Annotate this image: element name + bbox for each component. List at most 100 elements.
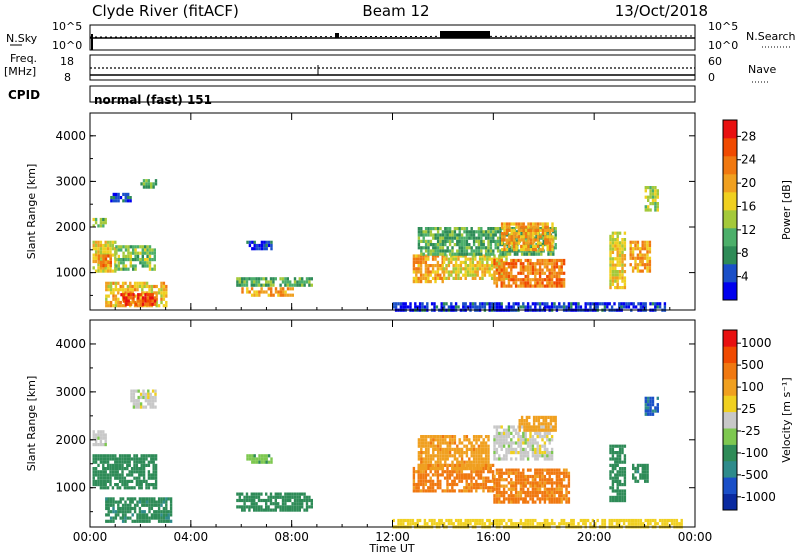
velocity-cell-3 [135,399,138,403]
power-cell-13 [541,278,544,282]
power-cell-14 [523,252,526,256]
velocity-cell-0 [99,460,103,464]
power-cell-11 [415,280,418,284]
velocity-cell-7 [548,494,551,498]
velocity-cell-4 [267,505,270,509]
power-cell-17 [609,238,612,242]
power-cell-14 [444,233,447,237]
power-cell-13 [536,281,539,285]
velocity-cell-14 [656,396,659,400]
power-cell-14 [470,230,473,234]
velocity-cell-9 [510,431,513,435]
velocity-cell-12 [614,463,617,467]
velocity-cell-6 [417,470,420,474]
velocity-cell-1 [157,519,161,523]
velocity-cell-4 [267,498,270,503]
power-cell-18 [636,240,640,244]
velocity-cell-1 [165,510,168,514]
power-cell-2 [115,245,118,249]
power-cell-15 [524,248,528,252]
velocity-cell-0 [133,467,136,471]
velocity-cell-0 [97,470,100,474]
velocity-cell-3 [135,402,138,406]
velocity-cell-11 [474,522,477,526]
velocity-cell-4 [301,498,304,503]
velocity-cell-6 [448,470,452,474]
power-cell-14 [422,233,425,237]
power-cell-13 [543,271,547,275]
power-cell-15 [524,235,528,239]
velocity-cell-1 [124,500,127,504]
velocity-cell-8 [482,441,485,445]
velocity-cell-2 [102,430,105,434]
power-cell-18 [631,256,635,260]
velocity-cell-7 [548,481,551,485]
power-cell-12 [464,267,467,271]
power-cell-14 [420,230,423,234]
power-cell-0 [102,266,105,270]
power-cell-15 [536,241,540,245]
power-cell-14 [508,252,512,256]
velocity-cell-1 [112,497,115,501]
power-cell-14 [429,227,433,231]
power-cell-3 [155,304,158,308]
power-cell-11 [434,273,437,277]
velocity-frame [89,319,696,528]
power-cell-16 [495,302,499,306]
power-cell-12 [488,273,491,277]
velocity-cell-11 [644,518,647,523]
velocity-cell-3 [144,392,148,396]
power-cell-2 [132,248,135,252]
power-cell-13 [534,271,537,275]
velocity-cell-6 [475,470,478,474]
power-cell-15 [508,238,511,242]
power-cell-15 [512,228,516,232]
velocity-cell-0 [104,476,107,480]
power-cell-0 [114,253,117,257]
power-cell-14 [436,239,440,243]
velocity-cell-9 [500,425,503,429]
power-cell-5 [92,217,95,222]
velocity-cell-14 [649,403,652,407]
power-cell-12 [486,264,489,268]
power-cell-18 [629,243,632,248]
power-cell-13 [514,262,518,266]
velocity-cell-2 [94,443,98,447]
velocity-cell-8 [424,441,428,445]
power-cell-13 [531,278,535,282]
power-cell-14 [434,246,437,250]
power-cell-16 [498,302,501,306]
velocity-cell-8 [439,447,442,451]
power-cell-6 [122,199,125,203]
power-cell-16 [603,302,607,306]
power-cell-17 [621,250,624,254]
velocity-cell-0 [152,463,155,467]
power-cell-14 [484,233,488,237]
velocity-cell-0 [150,476,153,480]
power-cell-12 [488,270,491,274]
velocity-cell-12 [609,470,612,474]
velocity-cell-9 [543,441,547,445]
power-cell-18 [643,240,647,244]
power-cell-15 [515,235,518,239]
power-cell-12 [469,270,472,274]
velocity-cell-0 [99,454,103,458]
velocity-cell-4 [272,502,275,506]
power-cell-14 [492,249,495,253]
velocity-cell-4 [293,508,297,512]
velocity-cell-9 [493,457,496,461]
power-cell-12 [450,257,453,261]
power-cell-14 [511,249,514,253]
power-cell-16 [565,305,568,309]
nsearch-label: N.Search [746,30,796,43]
velocity-cell-10 [532,422,536,426]
velocity-cell-11 [392,518,395,523]
velocity-cell-1 [160,503,163,507]
velocity-cell-11 [411,522,415,526]
velocity-cell-0 [142,473,146,477]
power-cell-10 [255,243,259,248]
velocity-cell-4 [257,495,261,499]
velocity-cell-4 [238,498,241,503]
velocity-cell-9 [507,441,511,445]
velocity-cell-7 [567,471,571,475]
